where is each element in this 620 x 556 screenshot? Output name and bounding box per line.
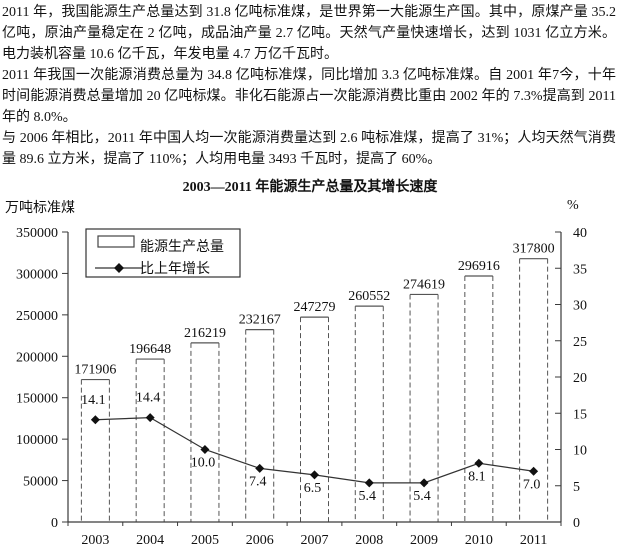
line-marker-2010 [474, 458, 484, 468]
bar-label-2003: 171906 [74, 363, 116, 378]
legend-bar-swatch-icon [97, 235, 135, 248]
y-right-tick-30: 30 [573, 299, 587, 314]
y-right-tick-5: 5 [573, 480, 580, 495]
y-left-tick-100000: 100000 [16, 433, 58, 448]
bar-label-2007: 247279 [294, 300, 336, 315]
y-left-tick-50000: 50000 [23, 475, 58, 490]
line-label-2007: 6.5 [304, 481, 322, 496]
x-tick-2005: 2005 [191, 533, 219, 548]
bar-2004 [136, 359, 165, 522]
line-marker-2004 [145, 413, 155, 423]
line-marker-2007 [310, 470, 319, 480]
bar-2005 [190, 342, 219, 522]
y-left-tick-250000: 250000 [16, 309, 58, 324]
bar-2010 [464, 275, 493, 522]
bar-label-2005: 216219 [184, 326, 226, 341]
line-marker-2009 [419, 478, 429, 488]
line-label-2010: 8.1 [468, 469, 486, 484]
y-right-tick-20: 20 [573, 371, 587, 386]
bar-label-2010: 296916 [458, 259, 500, 274]
energy-chart: 万吨标准煤 % 171906 196648 216219 232167 247279 26… [0, 195, 620, 556]
line-label-2006: 7.4 [249, 474, 267, 489]
y-axis-left-unit-label: 万吨标准煤 [5, 201, 75, 216]
y-right-tick-35: 35 [573, 262, 587, 277]
bar-label-2009: 274619 [403, 277, 445, 292]
bar-2007 [300, 317, 329, 522]
bar-label-2004: 196648 [129, 342, 171, 357]
line-label-2011: 7.0 [523, 477, 541, 492]
y-left-tick-150000: 150000 [16, 392, 58, 407]
y-left-tick-200000: 200000 [16, 350, 58, 365]
x-tick-2004: 2004 [136, 533, 164, 548]
paragraph-per-capita: 与 2006 年相比，2011 年中国人均一次能源消费量达到 2.6 吨标准煤，… [2, 131, 616, 167]
y-left-tick-300000: 300000 [16, 267, 58, 282]
line-label-2004: 14.4 [136, 391, 161, 406]
line-label-2005: 10.0 [191, 456, 216, 471]
chart-canvas: 171906 196648 216219 232167 247279 260552 2746… [16, 226, 587, 548]
y-left-tick-0: 0 [51, 516, 58, 531]
legend-label-bars: 能源生产总量 [140, 239, 224, 255]
y-right-tick-40: 40 [573, 226, 587, 241]
paragraph-energy-production: 2011 年，我国能源生产总量达到 31.8 亿吨标准煤，是世界第一大能源生产国… [2, 5, 616, 62]
bar-2003 [81, 379, 110, 522]
legend-diamond-icon [114, 263, 124, 273]
x-tick-2008: 2008 [355, 533, 383, 548]
x-tick-2011: 2011 [520, 533, 547, 548]
x-tick-2007: 2007 [301, 533, 329, 548]
line-label-2003: 14.1 [81, 393, 106, 408]
line-marker-2011 [529, 466, 539, 476]
line-marker-2006 [255, 463, 265, 473]
line-marker-2003 [90, 415, 100, 425]
y-left-tick-350000: 350000 [16, 226, 58, 241]
x-tick-2003: 2003 [81, 533, 109, 548]
bar-label-2006: 232167 [239, 313, 281, 328]
y-right-tick-10: 10 [573, 444, 587, 459]
intro-text: 2011 年，我国能源生产总量达到 31.8 亿吨标准煤，是世界第一大能源生产国… [2, 2, 616, 170]
legend-label-line: 比上年增长 [140, 261, 210, 277]
line-label-2009: 5.4 [413, 489, 431, 504]
paragraph-energy-consumption: 2011 年我国一次能源消费总量为 34.8 亿吨标准煤，同比增加 3.3 亿吨… [2, 68, 616, 125]
bar-2006 [245, 329, 274, 522]
line-marker-2008 [364, 478, 374, 488]
chart-title: 2003—2011 年能源生产总量及其增长速度 [182, 180, 438, 195]
x-tick-2009: 2009 [410, 533, 438, 548]
line-marker-2005 [200, 445, 210, 454]
y-right-tick-0: 0 [573, 516, 580, 531]
line-label-2008: 5.4 [359, 489, 377, 504]
y-axis-right-unit-label: % [567, 198, 579, 213]
x-tick-2006: 2006 [246, 533, 274, 548]
bar-label-2008: 260552 [348, 289, 390, 304]
x-tick-2010: 2010 [465, 533, 493, 548]
y-right-tick-25: 25 [573, 335, 587, 350]
y-right-tick-15: 15 [573, 407, 587, 422]
bar-label-2011: 317800 [513, 242, 555, 257]
bar-2011 [519, 258, 548, 522]
